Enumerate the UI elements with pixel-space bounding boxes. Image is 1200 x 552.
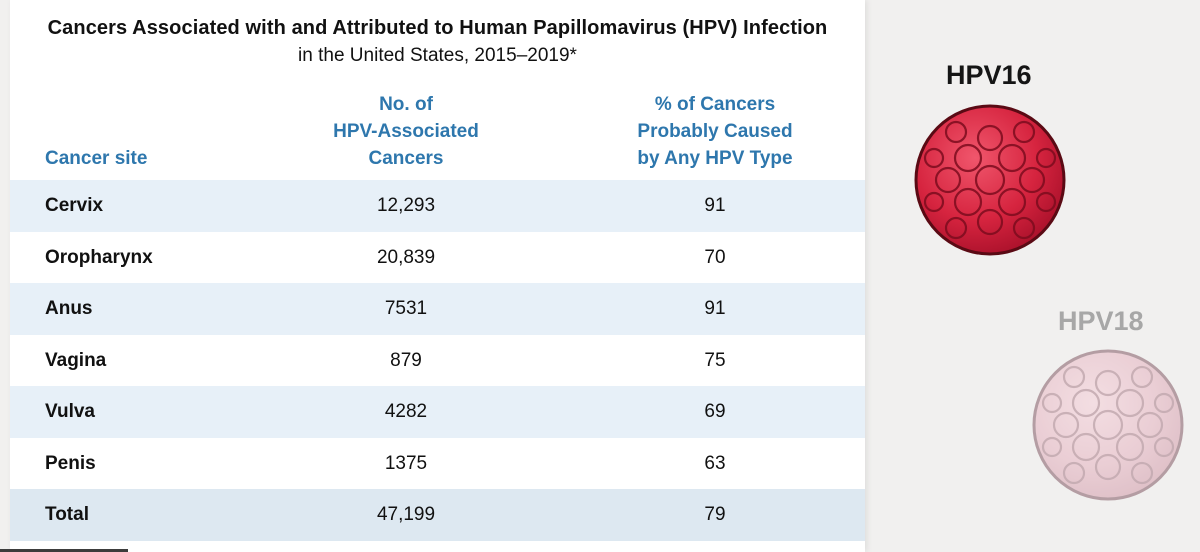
cell-percent: 70 [704,246,726,268]
table-row: Vulva 4282 69 [10,386,865,438]
table-row: Anus 7531 91 [10,283,865,335]
cell-site: Vulva [45,401,95,422]
header-cancer-site: Cancer site [45,148,148,169]
hpv-table-card: Cancers Associated with and Attributed t… [10,0,865,552]
video-progress-bar [0,549,128,552]
cell-percent: 63 [704,452,726,474]
header-count-line-1: No. of [379,94,433,115]
header-pct-line-3: by Any HPV Type [637,148,793,169]
header-count-line-2: HPV-Associated [333,121,479,142]
hpv16-label: HPV16 [946,60,1032,90]
cell-count: 47,199 [376,504,436,525]
cell-site: Oropharynx [45,246,153,268]
cell-count: 1375 [384,452,428,474]
cell-percent: 91 [704,195,726,216]
cell-count: 12,293 [376,195,436,216]
header-pct-line-1: % of Cancers [654,94,776,115]
header-hpv-associated-cancers: No. of HPV-Associated Cancers [266,91,546,172]
header-percent-caused: % of Cancers Probably Caused by Any HPV … [580,91,850,172]
cell-count: 7531 [384,298,428,319]
table-subtitle: in the United States, 2015–2019* [298,45,577,66]
cell-count: 879 [390,349,422,371]
table-title: Cancers Associated with and Attributed t… [47,17,828,39]
cell-percent: 91 [704,298,726,319]
cell-percent: 75 [704,349,726,371]
header-pct-line-2: Probably Caused [637,121,793,142]
cell-site: Penis [45,452,96,474]
table-row-total: Total 47,199 79 [10,489,865,541]
header-count-line-3: Cancers [368,148,444,169]
cell-percent: 79 [704,504,726,525]
table-row: Penis 1375 63 [10,437,865,489]
cell-site: Vagina [45,349,107,371]
cell-site: Total [45,504,89,525]
table-row: Cervix 12,293 91 [10,180,865,232]
cell-percent: 69 [704,401,726,422]
table-row: Vagina 879 75 [10,334,865,386]
cell-count: 4282 [384,401,428,422]
cell-site: Cervix [45,195,104,216]
table-row: Oropharynx 20,839 70 [10,231,865,283]
table-body: Cervix 12,293 91 Oropharynx 20,839 70 An… [10,180,865,541]
cell-count: 20,839 [376,246,436,268]
hpv16-virus-icon [914,104,1066,256]
cell-site: Anus [45,298,93,319]
hpv18-virus-icon [1032,349,1184,501]
hpv18-label: HPV18 [1058,306,1144,336]
